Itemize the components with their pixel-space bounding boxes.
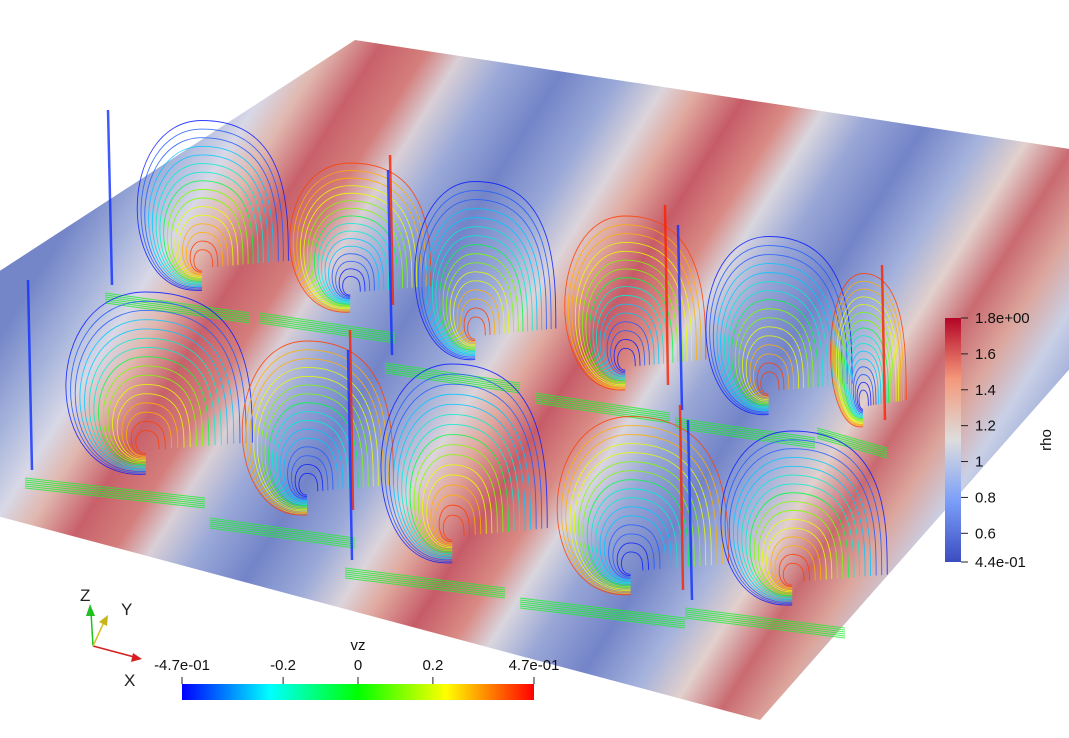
vortex-cell xyxy=(674,224,853,449)
vortex-cell xyxy=(259,154,432,344)
vortex-cell xyxy=(24,279,253,509)
x-axis-label: X xyxy=(124,671,135,690)
streamlines xyxy=(24,109,907,639)
vortex-cell xyxy=(384,169,557,394)
y-axis-arrowhead xyxy=(99,615,108,626)
vz-colorbar-ramp xyxy=(182,684,534,700)
z-axis-arrow xyxy=(90,611,94,647)
vortex-cell xyxy=(209,329,394,549)
z-axis-arrowhead xyxy=(86,604,95,616)
vz-tick-label: 0.2 xyxy=(422,657,443,674)
rho-colorbar-ramp xyxy=(945,318,961,562)
vortex-cell xyxy=(816,264,907,459)
y-axis-label: Y xyxy=(121,600,132,619)
rho-tick-label: 1.4 xyxy=(975,382,996,399)
vz-colorbar: vz -4.7e-01 -0.2 0 0.2 4.7e-01 xyxy=(154,637,559,700)
x-axis-arrowhead xyxy=(131,653,142,662)
orientation-axes-widget: Z Y X xyxy=(80,586,142,690)
rho-slice-plane xyxy=(0,40,1069,720)
rho-tick-label: 0.6 xyxy=(975,525,996,542)
vz-tick-label: -0.2 xyxy=(270,657,296,674)
vortex-cell xyxy=(344,349,548,599)
vortex-cell xyxy=(534,204,707,424)
vz-colorbar-ticks: -4.7e-01 -0.2 0 0.2 4.7e-01 xyxy=(154,657,559,684)
rho-tick-label: 1.8e+00 xyxy=(975,310,1030,327)
vz-tick-label: 4.7e-01 xyxy=(509,657,560,674)
vz-tick-label: -4.7e-01 xyxy=(154,657,210,674)
rho-colorbar-ticks: 1.8e+00 1.6 1.4 1.2 1 0.8 0.6 4.4e-01 xyxy=(961,310,1030,571)
rho-tick-label: 4.4e-01 xyxy=(975,554,1026,571)
vortex-cell xyxy=(684,419,888,639)
vz-colorbar-title: vz xyxy=(351,637,366,654)
rho-tick-label: 0.8 xyxy=(975,489,996,506)
rho-tick-label: 1.2 xyxy=(975,418,996,435)
rho-colorbar-title: rho xyxy=(1038,429,1055,451)
z-axis-label: Z xyxy=(80,586,90,605)
rho-tick-label: 1 xyxy=(975,454,983,471)
rho-tick-label: 1.6 xyxy=(975,346,996,363)
y-axis-arrow xyxy=(92,621,105,647)
x-axis-arrow xyxy=(92,645,139,659)
vz-tick-label: 0 xyxy=(354,657,362,674)
rho-colorbar: rho 1.8e+00 1.6 1.4 1.2 1 0.8 0.6 4.4e-01 xyxy=(945,310,1055,571)
